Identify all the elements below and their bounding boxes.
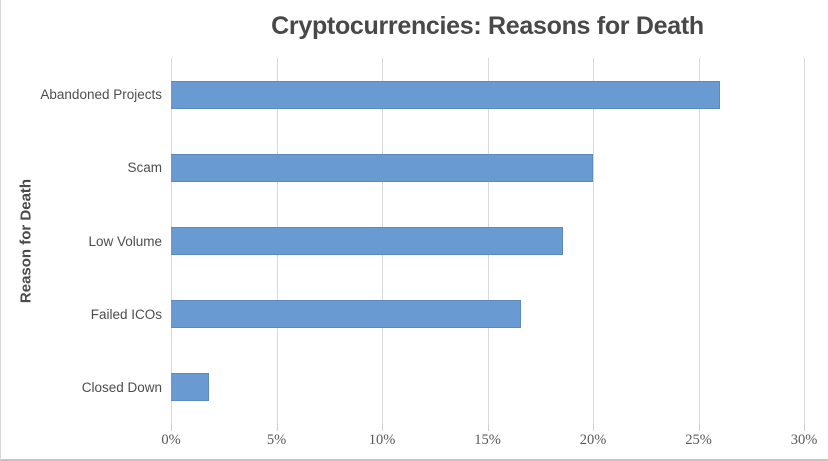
x-tick-mark <box>382 424 383 431</box>
x-tick-mark <box>276 424 278 431</box>
category-label: Abandoned Projects <box>40 87 162 103</box>
chart-title: Cryptocurrencies: Reasons for Death <box>271 12 704 40</box>
bar <box>171 227 564 255</box>
category-label: Closed Down <box>81 379 162 395</box>
category-axis: Abandoned Projects Scam Low Volume Failed I… <box>1 58 171 424</box>
x-tick-mark <box>593 424 594 431</box>
bar-row <box>171 58 804 131</box>
bar <box>171 80 720 109</box>
bar-row <box>171 351 804 424</box>
category-label: Scam <box>127 160 162 176</box>
bar-row <box>171 131 804 204</box>
x-tick-label: 10% <box>368 432 396 448</box>
x-tick-label: 20% <box>579 432 607 448</box>
x-tick-label: 15% <box>474 432 501 448</box>
plot-area <box>171 58 805 431</box>
x-tick-mark <box>171 424 172 431</box>
x-tick-mark <box>804 424 805 431</box>
x-tick-label: 25% <box>685 432 712 448</box>
bar <box>171 153 593 182</box>
x-axis: 0% 5% 10% 15% 20% 25% 30% <box>161 432 817 452</box>
category-label: Low Volume <box>88 233 162 249</box>
gridline <box>804 58 805 424</box>
bar-row <box>171 204 804 277</box>
bar <box>171 300 522 329</box>
x-tick-mark <box>698 424 700 431</box>
x-tick-mark <box>487 424 489 431</box>
chart-body: Abandoned Projects Scam Low Volume Failed I… <box>1 58 805 431</box>
gridline <box>593 58 594 424</box>
gridline <box>698 58 700 424</box>
bar-row <box>171 278 804 351</box>
bar <box>171 373 209 402</box>
x-tick-label: 30% <box>790 432 818 448</box>
bar-series <box>171 58 804 424</box>
x-tick-label: 0% <box>161 432 181 448</box>
x-tick-label: 5% <box>266 432 287 448</box>
category-label: Failed ICOs <box>90 306 162 322</box>
